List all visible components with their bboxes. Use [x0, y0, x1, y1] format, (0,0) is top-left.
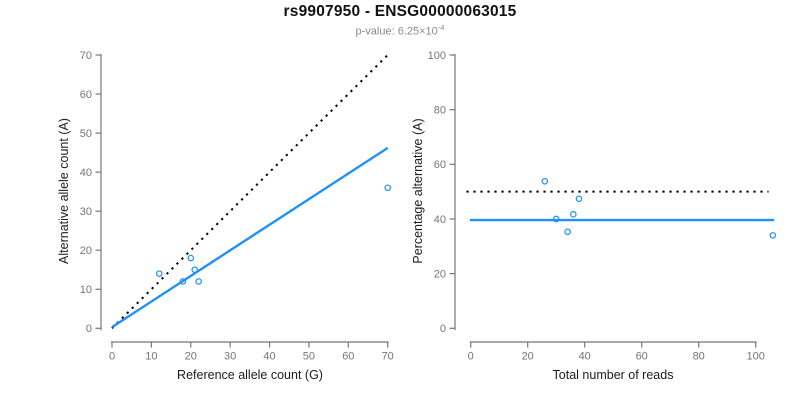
- y-tick-label: 60: [80, 89, 92, 101]
- data-point: [552, 215, 560, 223]
- y-tick-label: 10: [80, 284, 92, 296]
- data-point: [191, 266, 199, 274]
- y-tick-label: 40: [434, 214, 446, 226]
- x-tick-label: 30: [224, 351, 236, 363]
- y-tick-label: 100: [428, 50, 446, 62]
- y-tick-label: 50: [80, 128, 92, 140]
- x-tick-label: 0: [468, 351, 474, 363]
- y-tick-label: 30: [80, 206, 92, 218]
- fit-line: [111, 146, 389, 329]
- x-tick-label: 100: [747, 351, 765, 363]
- x-axis-title: Total number of reads: [553, 368, 674, 382]
- data-point: [769, 232, 777, 239]
- y-tick-label: 0: [86, 323, 92, 335]
- x-tick-label: 0: [109, 351, 115, 363]
- identity-line: [111, 54, 389, 330]
- x-tick-label: 20: [185, 351, 197, 363]
- x-tick-label: 40: [579, 351, 591, 363]
- x-tick-label: 60: [342, 351, 354, 363]
- data-point: [564, 228, 571, 236]
- x-tick-label: 40: [263, 351, 275, 363]
- data-point: [384, 184, 392, 192]
- x-tick-label: 60: [636, 351, 648, 363]
- y-tick-label: 0: [440, 323, 446, 335]
- x-tick-label: 20: [522, 351, 534, 363]
- y-tick-label: 80: [434, 104, 446, 116]
- y-tick-label: 20: [80, 245, 92, 257]
- data-point: [569, 211, 577, 218]
- data-point: [187, 254, 195, 262]
- x-tick-label: 70: [382, 351, 394, 363]
- data-point: [195, 278, 202, 285]
- data-point: [541, 177, 549, 185]
- data-point: [155, 270, 163, 277]
- y-tick-label: 20: [434, 268, 446, 280]
- y-tick-label: 60: [434, 159, 446, 171]
- data-point: [179, 278, 187, 285]
- x-tick-label: 80: [693, 351, 705, 363]
- x-axis-title: Reference allele count (G): [177, 368, 323, 382]
- x-tick-label: 50: [303, 351, 315, 363]
- data-point: [575, 195, 583, 203]
- y-tick-label: 40: [80, 167, 92, 179]
- y-axis-title: Alternative allele count (A): [57, 118, 71, 264]
- y-tick-label: 70: [80, 50, 92, 62]
- percentage-alternative-plot: 0 20 40 60 80 100 0 20 40 60 80 100 Total number of …: [411, 50, 777, 382]
- allele-counts-plot: 0 10 20 30 40 50 60 70 0 10 20 30 40 50 60 70 Reference …: [57, 50, 394, 382]
- x-tick-label: 10: [145, 351, 157, 363]
- y-axis-title: Percentage alternative (A): [411, 118, 425, 263]
